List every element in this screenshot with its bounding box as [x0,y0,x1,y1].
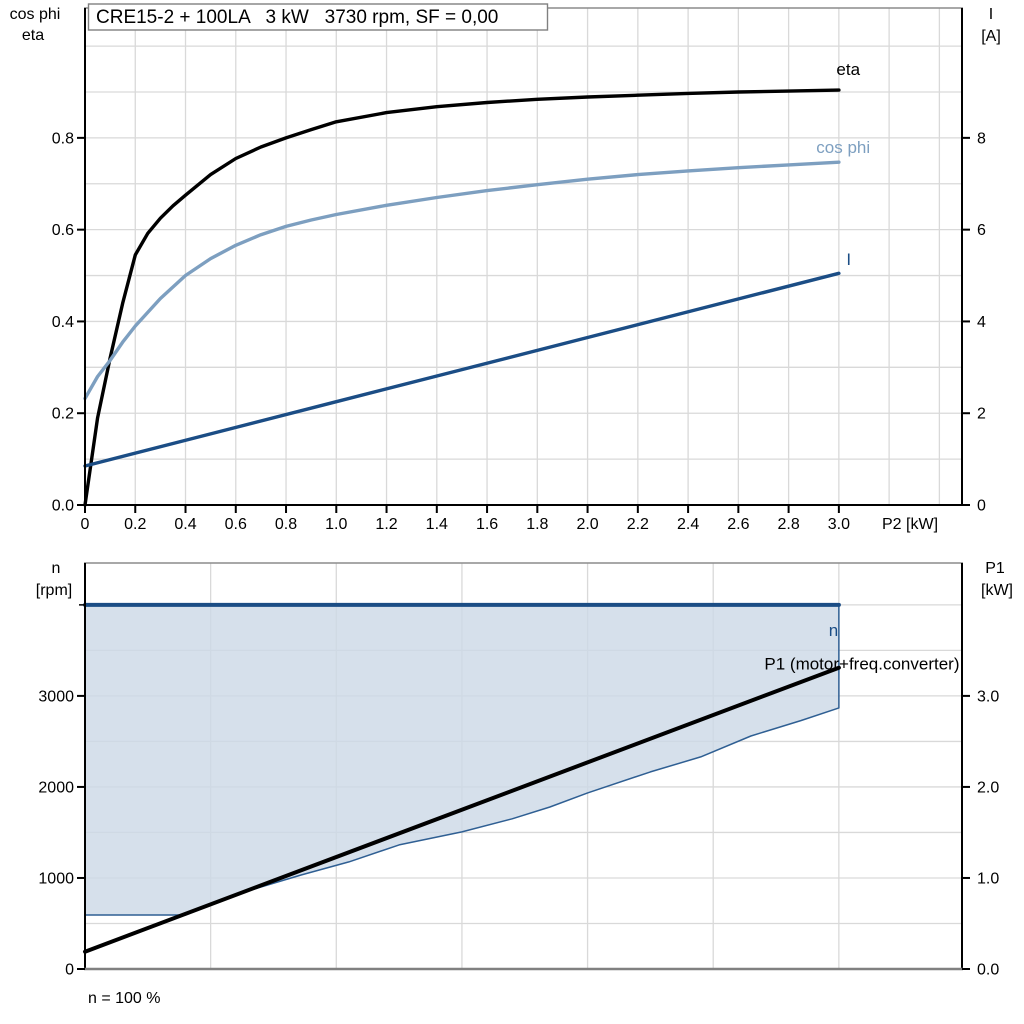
x-tick-label: 2.0 [576,516,598,533]
right-tick-label: 1.0 [977,870,999,887]
series-cos-phi-line [83,160,841,401]
x-tick-label: 0.6 [225,516,247,533]
chart-title: CRE15-2 + 100LA 3 kW 3730 rpm, SF = 0,00 [96,7,498,28]
right-tick-label: 6 [977,222,986,239]
left-tick-label: 0.2 [52,406,74,423]
bottom-chart: nP1 (motor+freq.converter)01000200030000… [38,562,999,979]
left-tick-label: 2000 [38,779,74,796]
bottom-left-axis-header-line1: n [52,560,61,577]
top-left-axis-header-line2: eta [22,27,44,44]
right-tick-label: 3.0 [977,688,999,705]
right-tick-label: 0.0 [977,962,999,979]
x-tick-label: 2.8 [777,516,799,533]
series-label-n: n [829,621,838,640]
ticks: 0 0.2 0.4 0.6 0.8 1.0 1.2 1.4 1.6 1.8 2.0 2.2 2.4 2.6… [52,130,986,533]
top-left-axis-header-line1: cos phi [10,6,61,23]
x-tick-label: 2.6 [727,516,749,533]
left-tick-label: 0 [65,962,74,979]
x-tick-label: 1.8 [526,516,548,533]
right-tick-label: 4 [977,314,986,331]
x-tick-label: 1.2 [375,516,397,533]
left-tick-label: 3000 [38,688,74,705]
series-p1-line [83,665,841,954]
x-axis-label: P2 [kW] [882,516,938,533]
top-right-axis-header-line2: [A] [981,28,1001,45]
left-tick-label: 0.6 [52,222,74,239]
x-tick-label: 3.0 [828,516,850,533]
x-tick-label: 1.6 [476,516,498,533]
series-current-line [83,271,841,468]
left-tick-label: 0.8 [52,130,74,147]
x-tick-label: 0 [81,516,90,533]
x-tick-label: 2.4 [677,516,699,533]
grid [85,8,962,505]
series-label-eta: eta [836,60,860,79]
right-tick-label: 2 [977,406,986,423]
right-tick-label: 2.0 [977,779,999,796]
footnote-n-100: n = 100 % [88,990,161,1007]
x-tick-label: 1.0 [325,516,347,533]
title-box [87,3,549,31]
top-right-axis-header-line1: I [989,6,993,23]
left-tick-label: 0.0 [52,498,74,515]
bottom-right-axis-header-line2: [kW] [981,582,1013,599]
right-tick-label: 0 [977,498,986,515]
x-tick-label: 0.4 [174,516,196,533]
top-chart: eta cos phi I 0 0.2 0.4 0.6 0.8 1.0 1.2 1.4 1.6 1.8 2… [52,7,986,533]
left-tick-label: 0.4 [52,314,74,331]
x-tick-label: 0.2 [124,516,146,533]
ticks: 0 1000 2000 3000 0.0 1.0 2.0 3.0 [38,604,999,979]
left-tick-label: 1000 [38,870,74,887]
bottom-right-axis-header-line1: P1 [985,560,1005,577]
series-label-cos-phi: cos phi [816,138,870,157]
series-label-current: I [846,250,851,269]
series-label-p1: P1 (motor+freq.converter) [764,655,959,674]
x-tick-label: 1.4 [426,516,448,533]
x-tick-label: 2.2 [627,516,649,533]
right-tick-label: 8 [977,130,986,147]
x-tick-label: 0.8 [275,516,297,533]
series-eta-line [83,88,841,507]
bottom-left-axis-header-line2: [rpm] [36,582,72,599]
